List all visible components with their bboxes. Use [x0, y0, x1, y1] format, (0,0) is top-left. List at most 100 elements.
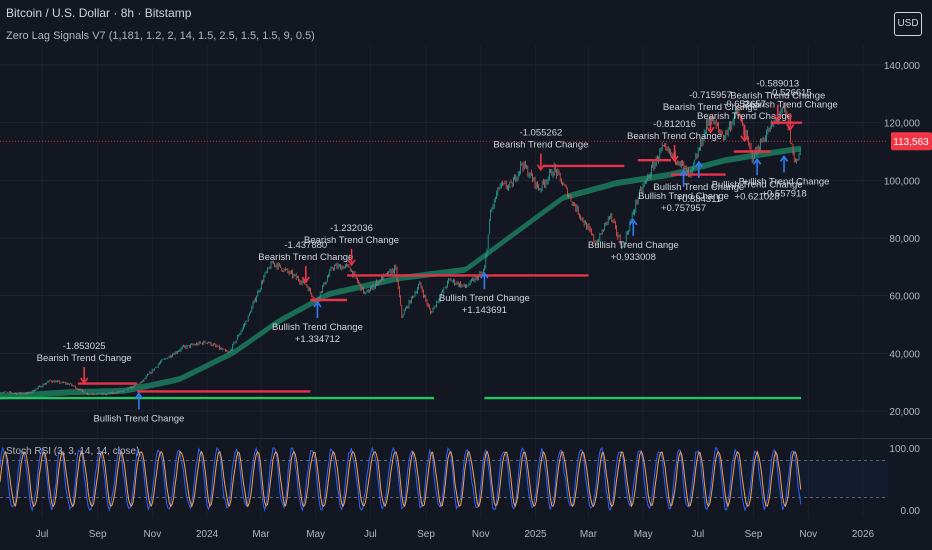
signal-label: Bullish Trend Change [712, 179, 803, 190]
x-tick-label: May [306, 529, 325, 540]
bearish-signal: Bearish Trend Change-1.055262 [493, 128, 588, 172]
currency-button[interactable]: USD [894, 12, 922, 36]
bull-arrowhead-icon [752, 157, 762, 165]
bull-arrowhead-icon [313, 300, 322, 308]
x-tick-label: Jul [692, 529, 705, 540]
x-tick-label: Sep [89, 529, 107, 540]
signal-value: +0.757957 [661, 203, 706, 214]
x-tick-label: Nov [472, 529, 490, 540]
y-tick-label: 120,000 [884, 119, 921, 130]
signal-value: -1.232036 [330, 223, 373, 234]
signal-value: -1.055262 [519, 128, 562, 139]
x-tick-label: Mar [580, 529, 598, 540]
signal-value: +1.334712 [295, 334, 340, 345]
signal-value: -1.437880 [284, 240, 327, 251]
x-tick-label: May [634, 529, 653, 540]
signal-label: Bearish Trend Change [304, 235, 399, 246]
y-tick-label: 40,000 [889, 349, 920, 360]
signal-label: Bullish Trend Change [439, 293, 530, 304]
bull-arrowhead-icon [134, 391, 144, 399]
bullish-signal: Bullish Trend Change+0.757957 [638, 169, 729, 214]
bullish-signal: Bullish Trend Change [93, 391, 184, 424]
x-tick-label: 2024 [196, 529, 219, 540]
x-tick-label: Jul [364, 529, 377, 540]
signal-value: -0.715957 [689, 90, 732, 101]
symbol-title: Bitcoin / U.S. Dollar · 8h · Bitstamp [6, 6, 192, 20]
x-tick-label: Nov [143, 529, 161, 540]
signal-label: Bearish Trend Change [37, 353, 132, 364]
last-price-badge [891, 132, 932, 151]
bull-arrowhead-icon [480, 271, 489, 279]
signal-label: Bullish Trend Change [93, 413, 184, 424]
stoch-title: Stoch RSI (3, 3, 14, 14, close) [6, 446, 139, 457]
bullish-signal: Bullish Trend Change+0.557918 [739, 154, 830, 199]
signal-label: Bearish Trend Change [730, 91, 825, 102]
stoch-tick-label: 0.00 [901, 506, 921, 517]
bearish-signal: Bearish Trend Change-1.853025 [37, 341, 132, 385]
stoch-tick-label: 100.00 [889, 444, 920, 455]
bear-arrowhead-icon [670, 155, 679, 163]
x-tick-label: Nov [799, 529, 817, 540]
signal-value: +1.143691 [462, 305, 507, 316]
signal-value: -0.812016 [653, 119, 696, 130]
signal-label: Bullish Trend Change [653, 182, 744, 193]
bear-arrowhead-icon [347, 259, 356, 267]
bearish-signal: Bearish Trend Change-0.812016 [627, 119, 722, 163]
x-tick-label: Sep [417, 529, 435, 540]
bull-arrowhead-icon [779, 154, 789, 162]
indicator-label[interactable]: Zero Lag Signals V7 (1,181, 1.2, 2, 14, … [6, 30, 315, 42]
y-tick-label: 140,000 [884, 61, 921, 72]
stoch-d-line [0, 450, 802, 508]
bear-arrowhead-icon [80, 377, 89, 385]
x-tick-label: 2025 [524, 529, 547, 540]
bear-arrowhead-icon [536, 164, 546, 172]
bearish-signal: Bearish Trend Change-1.232036 [304, 223, 399, 267]
x-tick-label: 2026 [852, 529, 875, 540]
bullish-signal: Bullish Trend Change+1.143691 [439, 271, 530, 316]
bearish-signal: Bearish Trend Change-0.715957 [663, 90, 758, 134]
bearish-signal: Bearish Trend Change-0.526615 [743, 87, 838, 131]
signal-label: Bearish Trend Change [697, 111, 792, 122]
signal-value: -0.652657 [723, 99, 766, 110]
bull-arrowhead-icon [679, 169, 688, 177]
bear-arrowhead-icon [773, 115, 782, 123]
bear-arrowhead-icon [740, 135, 749, 143]
signal-label: Bullish Trend Change [272, 322, 363, 333]
y-tick-label: 100,000 [884, 176, 921, 187]
bearish-signal: Bearish Trend Change-0.589013 [730, 79, 825, 123]
signal-value: +0.621028 [735, 191, 780, 202]
signal-label: Bearish Trend Change [493, 140, 588, 151]
signal-label: Bearish Trend Change [627, 131, 722, 142]
signal-value: -0.589013 [756, 79, 799, 90]
bullish-signal: Bullish Trend Change+1.334712 [272, 300, 363, 345]
signal-label: Bullish Trend Change [588, 240, 679, 251]
signal-value: +0.557918 [761, 188, 806, 199]
signal-value: +0.933008 [611, 252, 656, 263]
bullish-signal: Bullish Trend Change+0.621028 [712, 157, 803, 202]
signal-label: Bearish Trend Change [743, 99, 838, 110]
signal-label: Bullish Trend Change [739, 176, 830, 187]
y-tick-label: 80,000 [889, 234, 920, 245]
signal-label: Bearish Trend Change [258, 252, 353, 263]
bearish-signal: Bearish Trend Change-0.652657 [697, 99, 792, 143]
stoch-k-line [0, 446, 802, 512]
bear-arrowhead-icon [786, 123, 795, 131]
y-tick-label: 60,000 [889, 292, 920, 303]
signal-label: Bullish Trend Change [638, 191, 729, 202]
signal-value: -0.526615 [769, 87, 812, 98]
bear-arrowhead-icon [706, 126, 715, 134]
bearish-signal: Bearish Trend Change-1.437880 [258, 240, 353, 284]
signal-value: -1.853025 [63, 341, 106, 352]
last-price-label: 113,563 [893, 137, 929, 148]
bullish-signal: Bullish Trend Change+0.884311 [653, 160, 744, 205]
bull-arrowhead-icon [694, 160, 703, 168]
x-tick-label: Jul [36, 529, 49, 540]
y-tick-label: 20,000 [889, 407, 920, 418]
bullish-signal: Bullish Trend Change+0.933008 [588, 218, 679, 263]
signal-value: +0.884311 [677, 194, 721, 205]
signal-label: Bearish Trend Change [663, 102, 758, 113]
bull-arrowhead-icon [629, 218, 638, 226]
bear-arrowhead-icon [301, 276, 310, 284]
